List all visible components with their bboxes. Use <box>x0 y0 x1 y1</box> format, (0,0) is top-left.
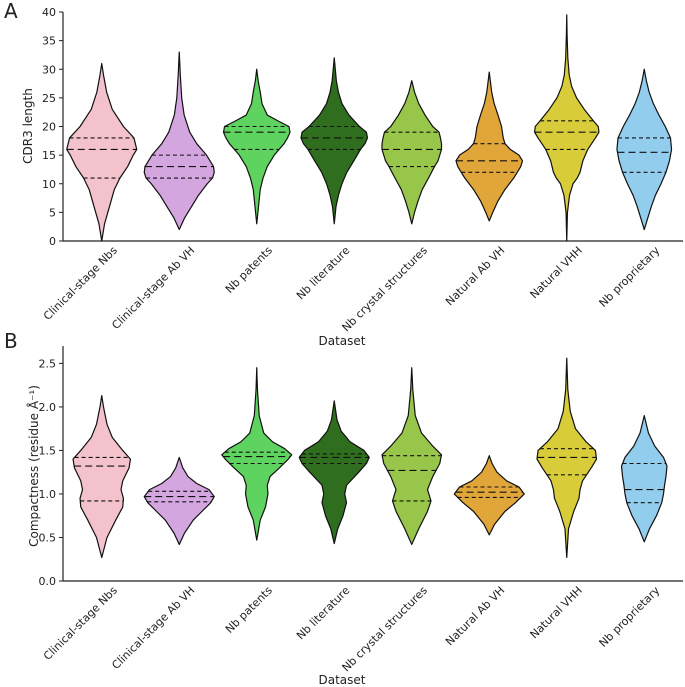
violin-5 <box>453 455 525 536</box>
violin-0 <box>72 395 132 559</box>
y-tick-label: 10 <box>42 178 56 191</box>
violin-6 <box>536 357 598 559</box>
y-tick-label: 0.0 <box>39 575 57 588</box>
y-tick-label: 2.5 <box>39 357 57 370</box>
y-tick-label: 0.5 <box>39 531 57 544</box>
panel-a-y-axis-title: CDR3 length <box>21 88 35 164</box>
violin-3 <box>298 400 370 545</box>
x-tick-label: Nb proprietary <box>597 244 663 310</box>
panel-a-x-axis-title: Dataset <box>319 334 366 348</box>
x-tick-label: Natural Ab VH <box>443 244 507 308</box>
panel-a-label: A <box>4 0 18 23</box>
panel-b-y-axis-title: Compactness (residue Å⁻¹) <box>26 385 41 547</box>
y-tick-label: 30 <box>42 63 56 76</box>
violin-7 <box>620 415 668 543</box>
x-tick-label: Nb crystal structures <box>340 584 431 675</box>
panel-b: B Compactness (residue Å⁻¹) Dataset 0.0 0… <box>4 329 683 687</box>
violin-3 <box>300 57 369 225</box>
violin-1 <box>143 51 215 231</box>
violin-6 <box>533 14 600 242</box>
x-tick-label: Nb patents <box>223 244 275 296</box>
y-tick-label: 2.0 <box>39 401 57 414</box>
y-tick-label: 25 <box>42 92 56 105</box>
violin-4 <box>381 80 443 225</box>
x-tick-label: Natural VHH <box>527 244 584 301</box>
x-tick-label: Clinical-stage Nbs <box>41 244 120 323</box>
panel-a: A CDR3 length Dataset 0 5 10 15 20 25 30 35 40 Cl… <box>4 0 683 348</box>
y-tick-label: 0 <box>49 235 56 248</box>
violin-7 <box>616 68 673 231</box>
y-tick-label: 1.0 <box>39 488 57 501</box>
x-tick-label: Clinical-stage Ab VH <box>109 584 197 672</box>
y-tick-label: 20 <box>42 121 56 134</box>
panel-b-label: B <box>4 329 18 353</box>
violin-0 <box>66 62 138 242</box>
y-tick-label: 5 <box>49 206 56 219</box>
panel-b-x-axis-title: Dataset <box>319 673 366 687</box>
violin-5 <box>455 71 524 222</box>
violin-2 <box>222 68 291 225</box>
x-tick-label: Nb literature <box>294 244 352 302</box>
x-tick-label: Clinical-stage Ab VH <box>109 244 197 332</box>
x-tick-label: Nb patents <box>223 584 275 636</box>
x-tick-label: Natural Ab VH <box>443 584 507 648</box>
violin-2 <box>221 367 293 541</box>
x-tick-label: Natural VHH <box>527 584 584 641</box>
x-tick-label: Nb proprietary <box>597 584 663 650</box>
x-tick-label: Clinical-stage Nbs <box>41 584 120 663</box>
x-tick-label: Nb crystal structures <box>340 244 431 335</box>
x-tick-label: Nb literature <box>294 584 352 642</box>
y-tick-label: 35 <box>42 35 56 48</box>
y-tick-label: 1.5 <box>39 444 57 457</box>
y-tick-label: 15 <box>42 149 56 162</box>
y-tick-label: 40 <box>42 6 56 19</box>
violin-1 <box>143 456 215 546</box>
